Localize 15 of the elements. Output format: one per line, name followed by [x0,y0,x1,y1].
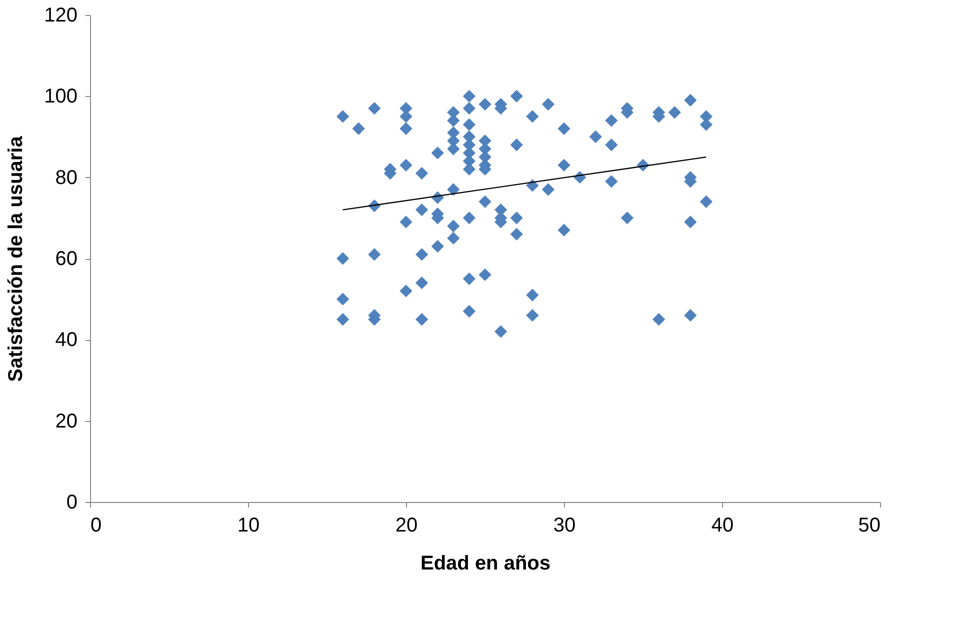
x-tick-label: 0 [90,514,102,536]
x-tick-label: 10 [237,514,260,536]
x-axis-title: Edad en años [420,552,551,574]
y-tick-label: 0 [66,492,78,514]
y-tick-label: 80 [55,166,78,189]
x-tick-label: 50 [858,514,880,536]
x-tick-label: 20 [395,514,418,536]
y-tick-label: 20 [55,410,78,432]
y-tick-label: 40 [55,329,78,352]
x-tick-label: 30 [553,514,576,536]
y-axis-title: Satisfacción de la usuaria [5,135,28,382]
y-tick-label: 120 [44,4,78,26]
y-tick-label: 60 [55,248,78,270]
y-tick-label: 100 [44,86,78,108]
x-tick-label: 40 [711,514,734,536]
